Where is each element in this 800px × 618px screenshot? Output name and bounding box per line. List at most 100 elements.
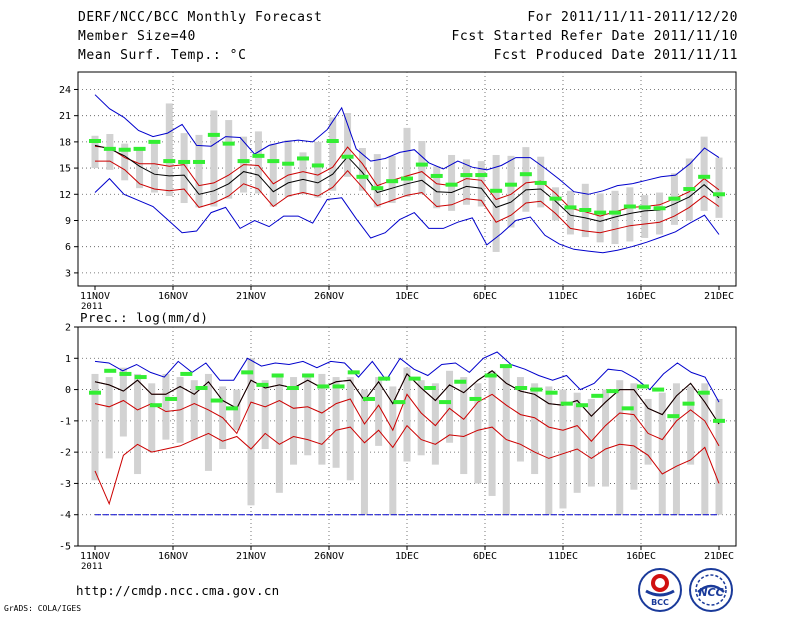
panel1-climatology-marker (668, 196, 681, 201)
panel2-climatology-marker (454, 379, 467, 384)
panel1-climatology-marker (415, 162, 428, 167)
panel1-ytick-label: 18 (59, 137, 71, 148)
panel1-spread-box (418, 141, 426, 195)
panel2-spread-box (460, 377, 468, 475)
panel2-spread-box (162, 373, 170, 440)
panel1-climatology-marker (148, 139, 161, 144)
panel1-spread-box (210, 110, 218, 207)
panel2-xtick-label: 21DEC (704, 551, 734, 562)
panel1-climatology-marker (445, 182, 458, 187)
panel1-spread-box (552, 187, 560, 221)
panel1-spread-box (254, 131, 262, 194)
panel1-climatology-marker (401, 176, 413, 181)
panel2-spread-box (190, 380, 198, 440)
panel2-spread-box (644, 398, 652, 465)
panel1-spread-box (136, 149, 144, 189)
panel1-spread-box (358, 147, 366, 191)
panel2-spread-box (431, 383, 439, 465)
panel1-climatology-marker (163, 159, 176, 164)
panel2-spread-box (204, 373, 212, 471)
panel2-spread-box (658, 392, 666, 515)
panel1-spread-box (225, 120, 233, 199)
panel1-xtick-label: 21NOV (236, 291, 266, 302)
panel2-spread-box (531, 383, 539, 475)
panel2-spread-box (417, 380, 425, 456)
panel1-spread-box (180, 133, 188, 204)
panel2-spread-box (119, 367, 127, 437)
panel2-climatology-marker (408, 376, 421, 381)
top-panel-variable: Mean Surf. Temp.: °C (78, 48, 247, 63)
panel2-series-max (94, 351, 720, 403)
panel2-spread-box (715, 398, 723, 515)
panel1-climatology-marker (653, 206, 666, 211)
panel1-xtick-label: 16NOV (158, 291, 188, 302)
panel2-xtick-year: 2011 (81, 562, 103, 572)
panel1-ytick-label: 21 (59, 111, 71, 122)
panel1-xtick-label: 1DEC (395, 291, 419, 302)
forecast-period: For 2011/11/11-2011/12/20 (527, 10, 738, 25)
panel1-climatology-marker (193, 159, 205, 164)
panel2-spread-box (587, 398, 595, 487)
panel2-climatology-marker (682, 401, 695, 406)
ncc-logo-icon: NCC (689, 568, 733, 612)
panel2-spread-box (701, 383, 709, 515)
panel1-spread-box (626, 187, 634, 242)
panel2-spread-box (630, 383, 638, 490)
panel1-climatology-marker (475, 173, 488, 178)
panel2-spread-box (247, 358, 255, 506)
panel2-spread-box (332, 377, 340, 468)
panel2-climatology-marker (195, 386, 208, 391)
panel2-spread-box (403, 367, 411, 462)
panel2-spread-box (148, 383, 156, 453)
panel1-xtick-label: 16DEC (626, 291, 656, 302)
panel1-climatology-marker (519, 172, 532, 177)
panel2-variable-label: Prec.: log(mm/d) (80, 310, 208, 325)
panel1-spread-box (269, 143, 277, 207)
panel1-climatology-marker (564, 205, 577, 210)
panel2-climatology-marker (439, 400, 452, 405)
panel2-climatology-marker (484, 373, 497, 378)
panel1-spread-box (195, 134, 203, 208)
panel1-spread-box (373, 154, 381, 208)
panel2-climatology-marker (119, 371, 132, 376)
panel2-climatology-marker (302, 373, 315, 378)
member-size: Member Size=40 (78, 29, 196, 44)
panel2-climatology-marker (636, 384, 649, 389)
panel1-spread-box (492, 154, 500, 252)
panel2-series-p10 (94, 393, 720, 447)
panel1-climatology-marker (505, 182, 517, 187)
panel1-spread-box (462, 159, 470, 205)
panel1-climatology-marker (460, 173, 473, 178)
panel2-climatology-marker (697, 390, 710, 395)
panel1-spread-box (507, 155, 515, 228)
panel1-series-max (94, 94, 720, 195)
panel2-spread-box (318, 373, 326, 465)
panel1-spread-box (715, 157, 723, 218)
panel1-climatology-marker (311, 163, 324, 168)
panel1-climatology-marker (609, 210, 621, 215)
source-url[interactable]: http://cmdp.ncc.cma.gov.cn (76, 583, 280, 598)
panel1-spread-box (641, 195, 649, 238)
panel2-xtick-label: 21NOV (236, 551, 266, 562)
panel2-climatology-marker (347, 370, 360, 375)
panel2-spread-box (261, 380, 269, 450)
panel1-xtick-label: 11DEC (548, 291, 578, 302)
panel1-spread-box (477, 161, 485, 207)
panel2-climatology-marker (256, 382, 269, 387)
panel2-spread-box (375, 377, 383, 446)
fcst-started-date: Fcst Started Refer Date 2011/11/10 (451, 29, 738, 44)
panel2-spread-box (91, 373, 99, 481)
fcst-produced-date: Fcst Produced Date 2011/11/11 (493, 48, 738, 63)
panel2-climatology-marker (180, 371, 193, 376)
panel1-climatology-marker (594, 210, 607, 215)
panel2-spread-box (516, 377, 524, 462)
panel2-climatology-marker (286, 386, 299, 391)
panel2-spread-box (346, 377, 354, 481)
panel1-spread-box (106, 134, 114, 170)
logos: BCC NCC (638, 568, 733, 612)
panel1-series-min (94, 177, 720, 254)
panel1-ytick-label: 15 (59, 164, 71, 175)
panel1-climatology-marker (579, 208, 592, 213)
panel1-climatology-marker (282, 161, 295, 166)
panel2-spread-box (304, 377, 312, 456)
